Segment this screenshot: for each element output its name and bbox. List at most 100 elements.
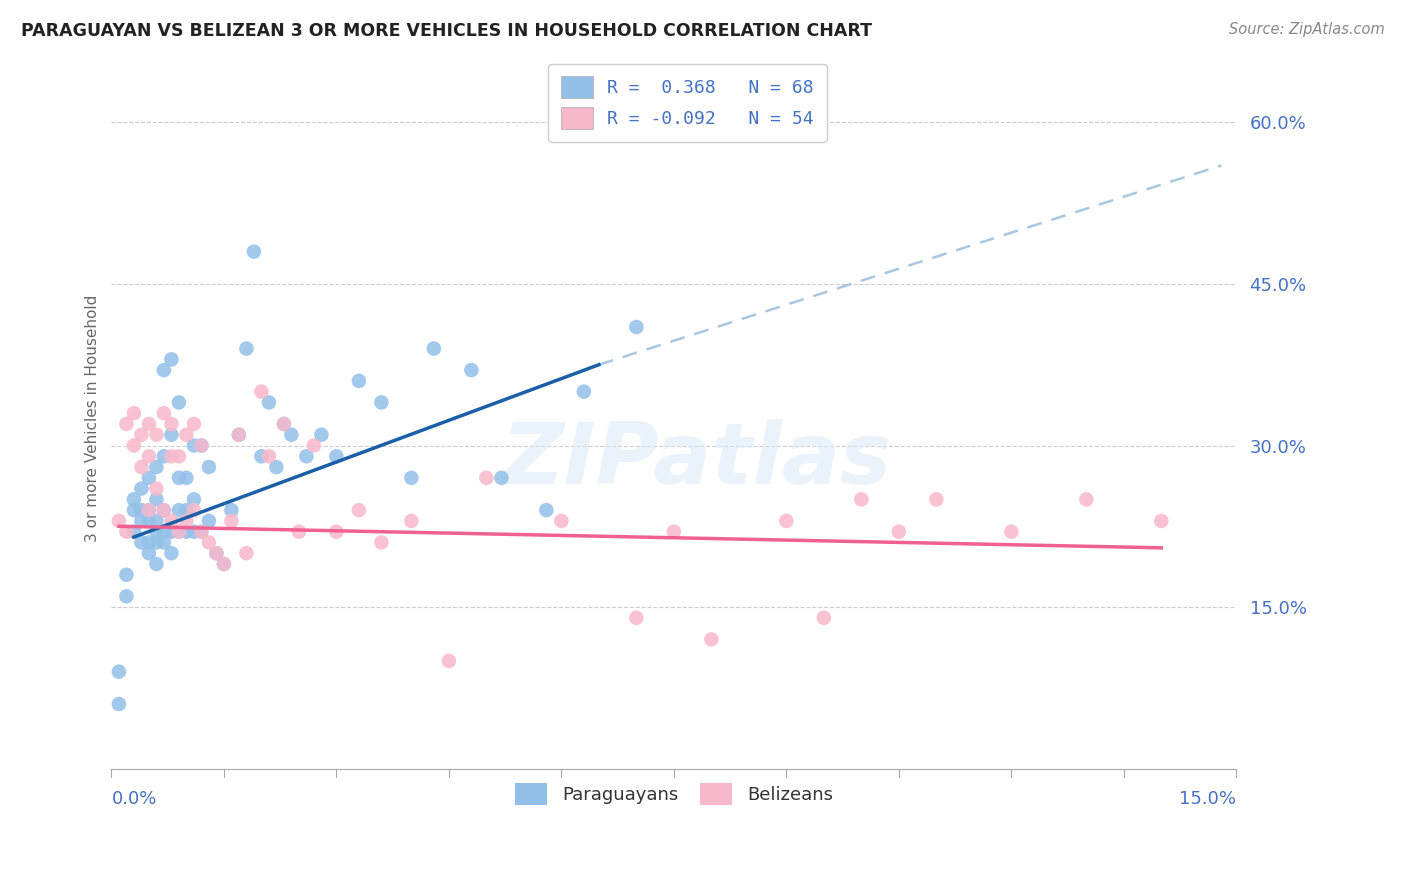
Point xyxy=(235,546,257,560)
Legend: Paraguayans, Belizeans: Paraguayans, Belizeans xyxy=(505,772,844,815)
Point xyxy=(221,503,243,517)
Point xyxy=(1150,514,1173,528)
Point xyxy=(138,450,160,464)
Point xyxy=(183,492,205,507)
Point xyxy=(122,492,145,507)
Point xyxy=(167,450,190,464)
Point xyxy=(205,546,228,560)
Point xyxy=(122,524,145,539)
Point xyxy=(295,450,318,464)
Point xyxy=(851,492,873,507)
Point xyxy=(115,590,138,604)
Point xyxy=(491,471,513,485)
Point xyxy=(626,320,648,334)
Point xyxy=(131,503,153,517)
Text: 0.0%: 0.0% xyxy=(111,790,157,808)
Point xyxy=(212,557,235,571)
Point xyxy=(153,524,176,539)
Point xyxy=(138,514,160,528)
Point xyxy=(370,535,392,549)
Text: Source: ZipAtlas.com: Source: ZipAtlas.com xyxy=(1229,22,1385,37)
Point xyxy=(131,535,153,549)
Text: PARAGUAYAN VS BELIZEAN 3 OR MORE VEHICLES IN HOUSEHOLD CORRELATION CHART: PARAGUAYAN VS BELIZEAN 3 OR MORE VEHICLE… xyxy=(21,22,872,40)
Point xyxy=(235,342,257,356)
Point xyxy=(198,460,221,475)
Point xyxy=(205,546,228,560)
Point xyxy=(138,535,160,549)
Point xyxy=(145,482,167,496)
Point xyxy=(176,503,198,517)
Point xyxy=(243,244,266,259)
Point xyxy=(183,524,205,539)
Point xyxy=(138,417,160,431)
Point xyxy=(153,535,176,549)
Point xyxy=(138,546,160,560)
Point xyxy=(813,611,835,625)
Point xyxy=(550,514,572,528)
Point xyxy=(266,460,288,475)
Point xyxy=(190,438,212,452)
Point xyxy=(190,524,212,539)
Point xyxy=(572,384,595,399)
Point xyxy=(176,524,198,539)
Text: 15.0%: 15.0% xyxy=(1180,790,1236,808)
Point xyxy=(122,503,145,517)
Point xyxy=(115,524,138,539)
Point xyxy=(145,427,167,442)
Point xyxy=(700,632,723,647)
Point xyxy=(887,524,910,539)
Point xyxy=(250,384,273,399)
Point xyxy=(460,363,482,377)
Point xyxy=(122,406,145,420)
Point xyxy=(228,427,250,442)
Point xyxy=(325,524,347,539)
Point xyxy=(167,524,190,539)
Point xyxy=(160,546,183,560)
Point xyxy=(1076,492,1098,507)
Point xyxy=(167,395,190,409)
Point xyxy=(145,460,167,475)
Point xyxy=(273,417,295,431)
Point xyxy=(160,514,183,528)
Point xyxy=(401,514,423,528)
Point xyxy=(401,471,423,485)
Point xyxy=(160,450,183,464)
Point xyxy=(115,567,138,582)
Point xyxy=(626,611,648,625)
Point xyxy=(311,427,333,442)
Point xyxy=(221,514,243,528)
Point xyxy=(775,514,797,528)
Point xyxy=(138,503,160,517)
Point xyxy=(145,514,167,528)
Point xyxy=(198,514,221,528)
Point xyxy=(145,524,167,539)
Point xyxy=(437,654,460,668)
Point xyxy=(160,524,183,539)
Point xyxy=(176,427,198,442)
Point xyxy=(138,471,160,485)
Point xyxy=(250,450,273,464)
Point xyxy=(108,514,131,528)
Point xyxy=(257,450,280,464)
Point xyxy=(176,514,198,528)
Point xyxy=(153,503,176,517)
Point xyxy=(160,427,183,442)
Point xyxy=(153,406,176,420)
Point xyxy=(198,535,221,549)
Point xyxy=(131,482,153,496)
Point xyxy=(302,438,325,452)
Point xyxy=(190,524,212,539)
Point xyxy=(167,503,190,517)
Point xyxy=(228,427,250,442)
Point xyxy=(325,450,347,464)
Point xyxy=(138,503,160,517)
Point xyxy=(183,503,205,517)
Point xyxy=(122,438,145,452)
Point xyxy=(212,557,235,571)
Point xyxy=(536,503,558,517)
Point xyxy=(347,503,370,517)
Point xyxy=(475,471,498,485)
Point xyxy=(145,557,167,571)
Point xyxy=(145,492,167,507)
Point xyxy=(153,363,176,377)
